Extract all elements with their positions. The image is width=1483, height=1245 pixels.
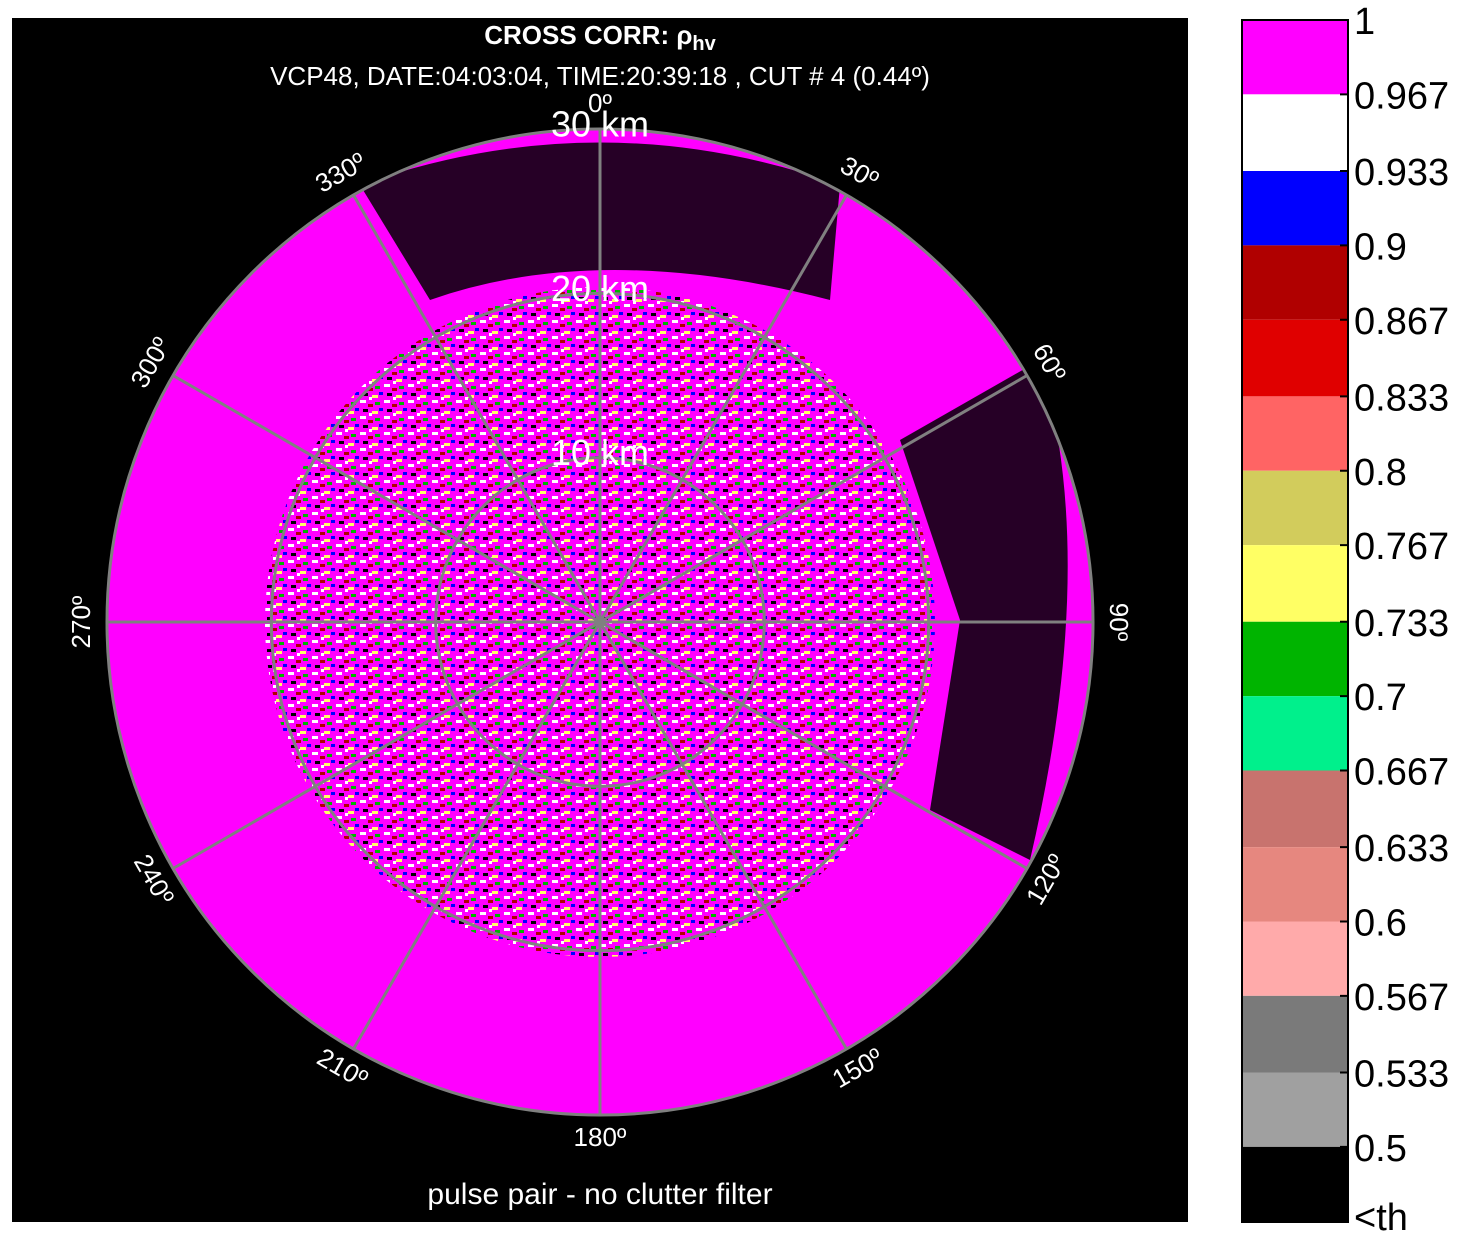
azimuth-label: 180º <box>574 1122 627 1152</box>
colorbar-segment <box>1242 770 1348 848</box>
colorbar-segment <box>1242 921 1348 996</box>
colorbar-label: 0.733 <box>1354 603 1449 645</box>
colorbar: 1 0.967 0.933 0.9 0.867 0.833 0.8 0.767 0.733 0.7… <box>1241 1 1449 1239</box>
colorbar-label: 0.633 <box>1354 828 1449 870</box>
colorbar-segment <box>1242 847 1348 922</box>
azimuth-line <box>172 620 601 870</box>
range-ring <box>105 127 1095 1117</box>
colorbar-label: 0.8 <box>1354 452 1407 494</box>
colorbar-label: 0.833 <box>1354 377 1449 419</box>
range-label: 30 km <box>551 104 649 145</box>
range-ring <box>434 456 766 788</box>
colorbar-label: 0.533 <box>1354 1054 1449 1096</box>
azimuth-line <box>599 620 1028 870</box>
azimuth-label: 270º <box>66 595 96 648</box>
range-ring <box>269 291 931 953</box>
azimuth-line <box>598 194 848 623</box>
colorbar-label: 0.6 <box>1354 903 1407 945</box>
range-label: 10 km <box>551 432 649 473</box>
colorbar-label: 0.967 <box>1354 75 1449 117</box>
azimuth-line <box>352 194 602 623</box>
colorbar-segment <box>1242 171 1348 246</box>
colorbar-label: 0.9 <box>1354 226 1407 268</box>
azimuth-line <box>352 621 602 1050</box>
colorbar-under-label: <th <box>1354 1197 1408 1239</box>
colorbar-label: 0.867 <box>1354 301 1449 343</box>
colorbar-segment <box>1242 20 1348 95</box>
colorbar-segment <box>1242 696 1348 771</box>
colorbar-segment <box>1242 545 1348 622</box>
colorbar-label: 1 <box>1354 1 1375 43</box>
colorbar-label: 0.7 <box>1354 677 1407 719</box>
azimuth-label: 90º <box>1104 603 1134 642</box>
colorbar-segment <box>1242 94 1348 172</box>
colorbar-label: 0.767 <box>1354 526 1449 568</box>
azimuth-line <box>172 374 601 624</box>
colorbar-label: 0.667 <box>1354 752 1449 794</box>
title-subscript: hv <box>692 33 716 55</box>
colorbar-segment <box>1242 470 1348 546</box>
chart-subtitle: VCP48, DATE:04:03:04, TIME:20:39:18 , CU… <box>270 61 930 91</box>
azimuth-line <box>598 621 848 1050</box>
colorbar-segment <box>1242 396 1348 471</box>
chart-title: CROSS CORR: ρhv <box>484 20 716 55</box>
title-text: CROSS CORR: ρ <box>484 20 692 50</box>
colorbar-label: 0.567 <box>1354 977 1449 1019</box>
x-axis-label: pulse pair - no clutter filter <box>427 1178 772 1211</box>
colorbar-segment <box>1242 1072 1348 1147</box>
colorbar-label: 0.5 <box>1354 1128 1407 1170</box>
colorbar-segment <box>1242 1146 1348 1222</box>
colorbar-segment <box>1242 995 1348 1073</box>
colorbar-segment <box>1242 319 1348 397</box>
azimuth-label: 0º <box>588 88 612 118</box>
range-label: 20 km <box>551 268 649 309</box>
azimuth-line <box>599 374 1028 624</box>
colorbar-segment <box>1242 245 1348 320</box>
colorbar-segment <box>1242 621 1348 697</box>
field-void <box>900 360 1068 860</box>
polar-grid: 0º30º60º90º120º150º180º210º240º270º300º3… <box>66 88 1134 1152</box>
colorbar-label: 0.933 <box>1354 152 1449 194</box>
